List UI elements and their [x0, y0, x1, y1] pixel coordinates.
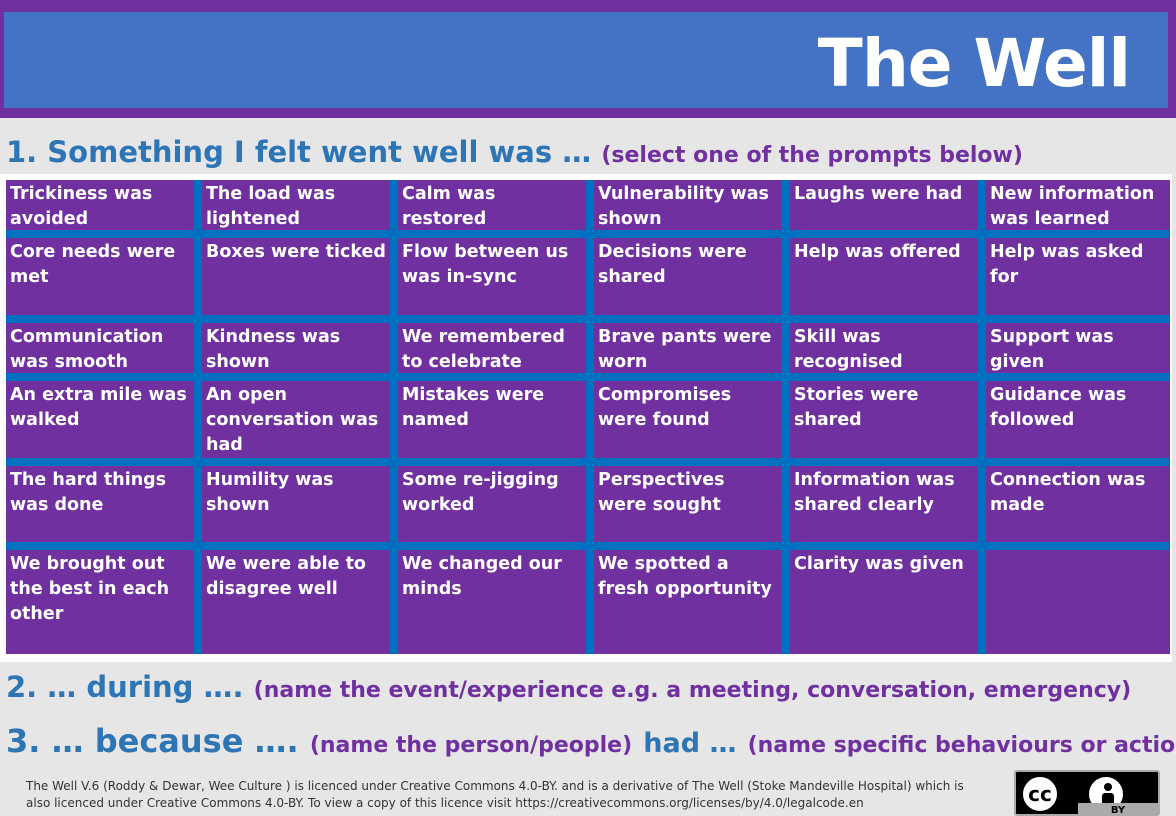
prompt-cell[interactable]: Vulnerability was shown: [594, 180, 782, 230]
prompt-cell[interactable]: Laughs were had: [790, 180, 978, 230]
prompt-cell[interactable]: Compromises were found: [594, 381, 782, 458]
section-3-heading-text: 3. … because ….: [6, 722, 299, 760]
prompt-cell[interactable]: Boxes were ticked: [202, 238, 390, 315]
prompt-cell[interactable]: An extra mile was walked: [6, 381, 194, 458]
section-2-heading: 2. … during …. (name the event/experienc…: [6, 670, 1131, 704]
prompt-cell[interactable]: [986, 550, 1170, 654]
prompt-cell[interactable]: Kindness was shown: [202, 323, 390, 373]
prompt-cell[interactable]: Core needs were met: [6, 238, 194, 315]
prompt-cell[interactable]: Perspectives were sought: [594, 466, 782, 542]
prompt-cell[interactable]: Decisions were shared: [594, 238, 782, 315]
prompt-cell[interactable]: Information was shared clearly: [790, 466, 978, 542]
prompt-cell[interactable]: Communication was smooth: [6, 323, 194, 373]
prompt-cell[interactable]: Stories were shared: [790, 381, 978, 458]
prompt-cell[interactable]: Some re-jigging worked: [398, 466, 586, 542]
prompt-cell[interactable]: The hard things was done: [6, 466, 194, 542]
by-label: BY: [1078, 803, 1158, 814]
prompt-cell[interactable]: Guidance was followed: [986, 381, 1170, 458]
header-banner: The Well: [0, 0, 1176, 118]
prompt-cell[interactable]: Mistakes were named: [398, 381, 586, 458]
header-inner: The Well: [4, 12, 1168, 108]
prompt-cell[interactable]: We remembered to celebrate: [398, 323, 586, 373]
section-3-middle: had …: [643, 728, 737, 759]
licence-text: The Well V.6 (Roddy & Dewar, Wee Culture…: [26, 779, 964, 810]
prompt-cell[interactable]: The load was lightened: [202, 180, 390, 230]
cc-by-badge: cc BY: [1014, 770, 1160, 816]
prompt-cell[interactable]: Connection was made: [986, 466, 1170, 542]
section-1-instruction: (select one of the prompts below): [601, 143, 1023, 168]
prompt-cell[interactable]: We brought out the best in each other: [6, 550, 194, 654]
prompt-cell[interactable]: Support was given: [986, 323, 1170, 373]
section-3-instruction-b: (name specific behaviours or actions): [747, 733, 1176, 758]
prompt-cell[interactable]: We spotted a fresh opportunity: [594, 550, 782, 654]
section-3-heading: 3. … because …. (name the person/people)…: [6, 722, 1176, 760]
prompt-cell[interactable]: Clarity was given: [790, 550, 978, 654]
prompt-grid: Trickiness was avoided The load was light…: [6, 180, 1170, 654]
prompt-cell[interactable]: Help was offered: [790, 238, 978, 315]
prompt-cell[interactable]: An open conversation was had: [202, 381, 390, 458]
prompt-cell[interactable]: Trickiness was avoided: [6, 180, 194, 230]
prompt-cell[interactable]: Humility was shown: [202, 466, 390, 542]
section-2-instruction: (name the event/experience e.g. a meetin…: [253, 678, 1132, 703]
section-3-instruction-a: (name the person/people): [309, 733, 633, 758]
section-1-heading-text: 1. Something I felt went well was …: [6, 135, 592, 169]
prompt-grid-frame: Trickiness was avoided The load was light…: [0, 174, 1172, 662]
prompt-cell[interactable]: Brave pants were worn: [594, 323, 782, 373]
cc-icon: cc: [1020, 774, 1060, 814]
prompt-cell[interactable]: Calm was restored: [398, 180, 586, 230]
prompt-cell[interactable]: New information was learned: [986, 180, 1170, 230]
section-2-heading-text: 2. … during ….: [6, 670, 244, 704]
prompt-cell[interactable]: We were able to disagree well: [202, 550, 390, 654]
page-title: The Well: [817, 25, 1131, 102]
prompt-cell[interactable]: Flow between us was in-sync: [398, 238, 586, 315]
prompt-cell[interactable]: Skill was recognised: [790, 323, 978, 373]
prompt-cell[interactable]: Help was asked for: [986, 238, 1170, 315]
prompt-cell[interactable]: We changed our minds: [398, 550, 586, 654]
section-1-heading: 1. Something I felt went well was … (sel…: [6, 135, 1023, 169]
